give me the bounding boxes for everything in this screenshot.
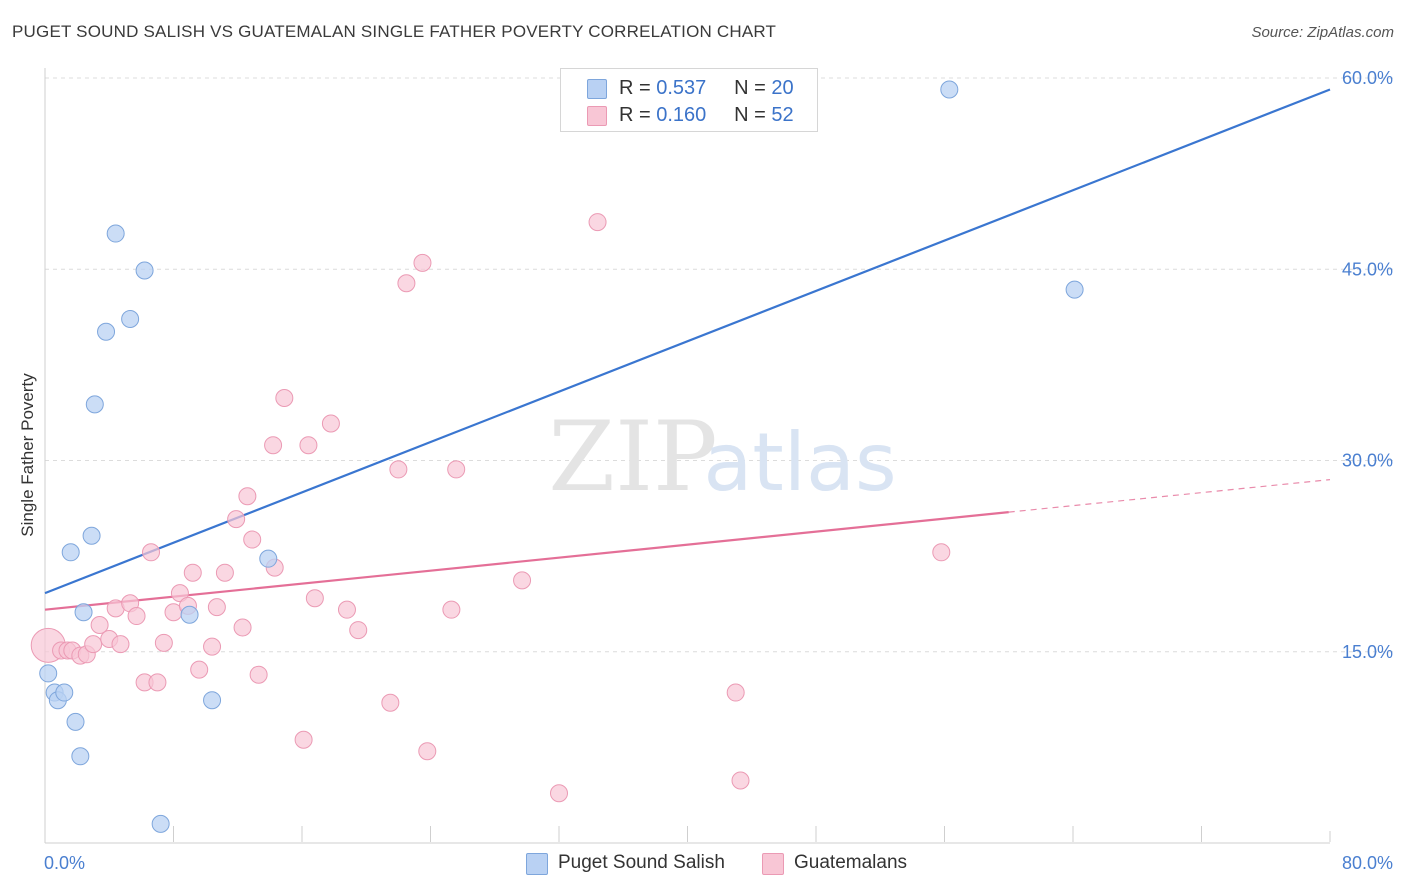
point-guatemalans (413, 253, 432, 272)
r-value: 0.537 (656, 77, 707, 99)
point-guatemalans (588, 213, 607, 232)
point-guatemalans (299, 436, 318, 455)
legend-swatch-blue (587, 79, 607, 99)
n-value: 52 (771, 104, 794, 126)
y-tick-label: 15.0% (1342, 642, 1393, 662)
point-salish (180, 605, 199, 624)
point-salish (74, 603, 93, 622)
x-tick-label: 80.0% (1342, 853, 1393, 873)
r-value: 0.160 (656, 104, 707, 126)
source-credit: Source: ZipAtlas.com (1251, 24, 1394, 41)
r-label: R = (619, 104, 657, 126)
point-guatemalans (305, 589, 324, 608)
point-guatemalans (264, 436, 283, 455)
point-guatemalans (170, 584, 189, 603)
point-salish (39, 664, 58, 683)
legend-label-guatemalans: Guatemalans (794, 852, 908, 873)
point-guatemalans (227, 510, 246, 529)
legend-swatch-pink (762, 853, 784, 875)
point-guatemalans (215, 563, 234, 582)
point-salish (97, 322, 116, 341)
point-salish (940, 80, 959, 99)
n-value: 20 (771, 77, 794, 99)
point-salish (151, 814, 170, 833)
point-guatemalans (154, 633, 173, 652)
point-guatemalans (294, 730, 313, 749)
point-guatemalans (183, 563, 202, 582)
chart-title: PUGET SOUND SALISH VS GUATEMALAN SINGLE … (12, 22, 777, 41)
trend-line-guatemalans (44, 511, 1009, 611)
point-guatemalans (337, 600, 356, 619)
point-guatemalans (142, 543, 161, 562)
n-label: N = (734, 77, 772, 99)
watermark-atlas: atlas (703, 416, 896, 509)
correlation-legend: R = 0.537 N = 20 R = 0.160 N = 52 (560, 68, 818, 132)
point-salish (85, 395, 104, 414)
point-guatemalans (731, 771, 750, 790)
point-guatemalans (127, 607, 146, 626)
n-label: N = (734, 104, 772, 126)
point-guatemalans (321, 414, 340, 433)
point-salish (121, 309, 140, 328)
point-guatemalans (418, 742, 437, 761)
point-guatemalans (148, 673, 167, 692)
legend-label-salish: Puget Sound Salish (558, 852, 725, 873)
trend-lines (44, 88, 1331, 611)
point-salish (71, 747, 90, 766)
y-tick-label: 60.0% (1342, 68, 1393, 88)
point-salish (106, 224, 125, 243)
axes (44, 68, 1331, 844)
point-guatemalans (190, 660, 209, 679)
data-points (30, 80, 1084, 833)
point-guatemalans (389, 460, 408, 479)
point-salish (259, 549, 278, 568)
point-salish (82, 526, 101, 545)
x-tick-label: 0.0% (44, 853, 85, 873)
point-salish (203, 691, 222, 710)
watermark-zip: ZIP (548, 401, 717, 513)
trend-line-salish (44, 88, 1331, 595)
grid-lines (45, 77, 1395, 653)
point-guatemalans (84, 635, 103, 654)
y-tick-label: 30.0% (1342, 451, 1393, 471)
point-guatemalans (381, 693, 400, 712)
watermark: ZIP atlas (548, 401, 896, 513)
point-guatemalans (111, 635, 130, 654)
point-guatemalans (442, 600, 461, 619)
point-salish (61, 543, 80, 562)
legend-swatch-blue (526, 853, 548, 875)
point-guatemalans (932, 543, 951, 562)
r-label: R = (619, 77, 657, 99)
point-guatemalans (249, 665, 268, 684)
point-guatemalans (726, 683, 745, 702)
trend-line-guatemalans-extension (1008, 479, 1331, 513)
point-salish (55, 683, 74, 702)
point-guatemalans (513, 571, 532, 590)
point-guatemalans (243, 530, 262, 549)
point-guatemalans (238, 487, 257, 506)
point-salish (135, 261, 154, 280)
point-guatemalans (397, 274, 416, 293)
point-guatemalans (550, 784, 568, 803)
tick-labels: 15.0% 30.0% 45.0% 60.0% 0.0% 80.0% (44, 68, 1393, 873)
legend-swatch-pink (587, 106, 607, 126)
point-salish (1065, 280, 1084, 299)
point-guatemalans (233, 618, 252, 637)
y-tick-label: 45.0% (1342, 259, 1393, 279)
point-guatemalans (275, 389, 294, 408)
point-guatemalans (203, 637, 222, 656)
point-guatemalans (90, 615, 109, 634)
point-guatemalans (207, 598, 226, 617)
point-salish (66, 712, 85, 731)
point-guatemalans (447, 460, 466, 479)
point-guatemalans (349, 621, 368, 640)
